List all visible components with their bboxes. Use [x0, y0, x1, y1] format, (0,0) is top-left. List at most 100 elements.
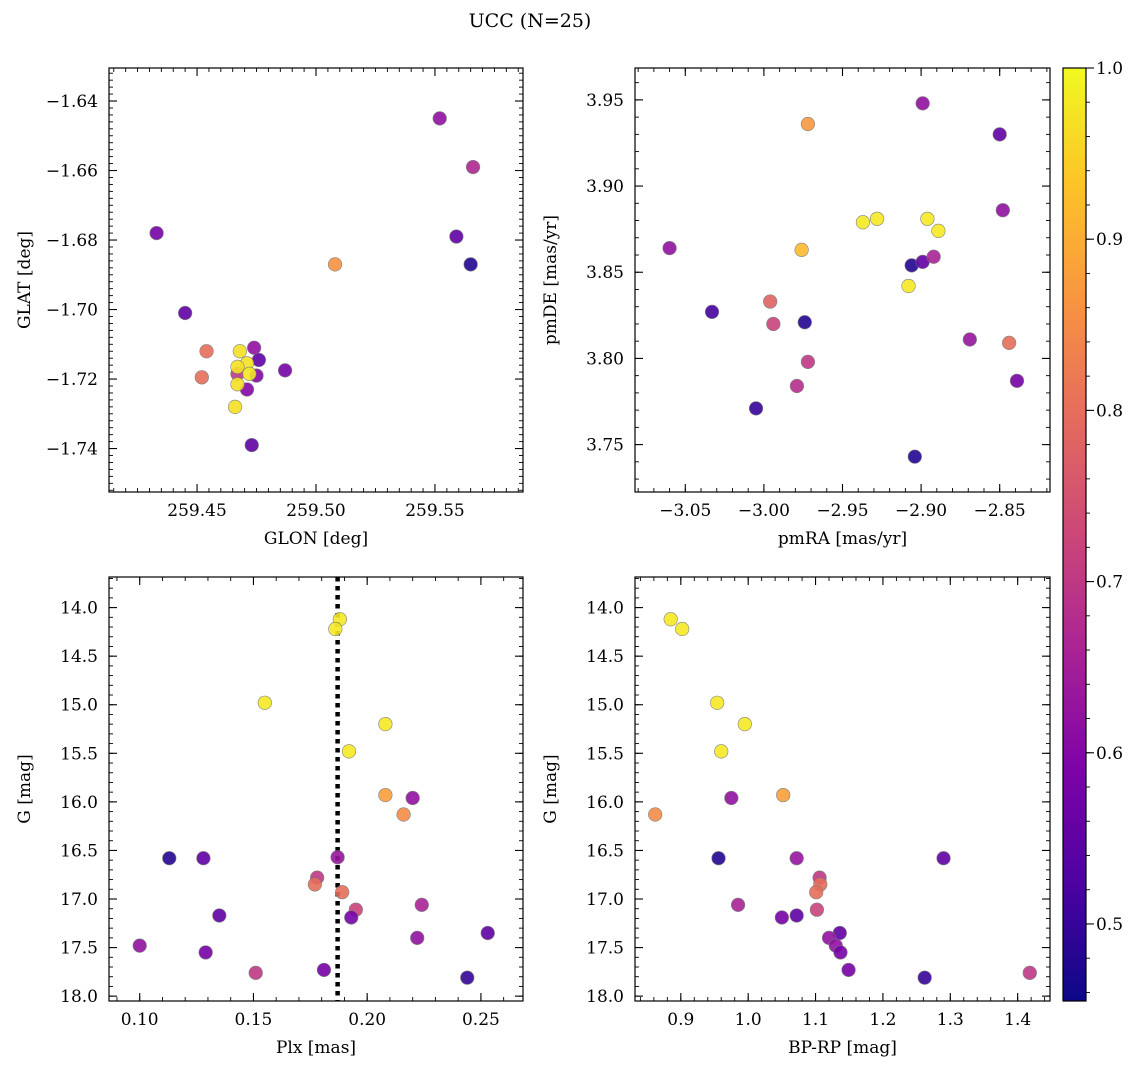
scatter-point — [228, 399, 243, 414]
y-tick-label: −1.72 — [46, 370, 98, 390]
colorbar: 0.5 0.6 0.7 0.8 0.9 1.0 — [1062, 59, 1123, 1002]
scatter-point — [833, 945, 848, 960]
scatter-point — [307, 877, 322, 892]
scatter-point — [178, 305, 193, 321]
scatter-point — [132, 938, 147, 953]
colorbar-tick-label: 0.6 — [1096, 744, 1123, 764]
x-tick-label: −2.85 — [974, 501, 1026, 521]
y-tick-label: −1.70 — [46, 301, 98, 321]
x-tick-label: 259.45 — [167, 501, 226, 521]
scatter-point — [1022, 965, 1037, 980]
y-tick-label: 17.5 — [586, 939, 624, 959]
y-tick-label: 16.0 — [60, 793, 98, 813]
scatter-point — [995, 203, 1010, 218]
x-tick-label: −2.95 — [816, 501, 868, 521]
y-tick-label: 16.5 — [60, 841, 98, 861]
scatter-point — [907, 449, 922, 464]
scatter-point — [841, 962, 856, 978]
x-tick-label: 0.25 — [462, 1010, 500, 1030]
scatter-point — [341, 744, 357, 759]
scatter-point — [724, 790, 739, 806]
scatter-point — [794, 242, 809, 257]
panel-bprp-g: 0.9 1.0 1.1 1.2 1.3 1.4 14.0 14.5 15.0 15.5 16.0 16… — [541, 576, 1051, 1058]
y-tick-label: 17.0 — [60, 890, 98, 910]
scatter-point — [212, 908, 227, 923]
scatter-point — [230, 377, 245, 392]
scatter-point — [247, 340, 262, 355]
y-axis-label: G [mag] — [15, 754, 35, 823]
y-tick-label: 18.0 — [60, 987, 98, 1007]
scatter-point — [198, 945, 213, 960]
axes-frame — [108, 67, 524, 493]
x-axis-label: GLON [deg] — [264, 529, 368, 549]
y-tick-label: 16.0 — [586, 793, 624, 813]
y-tick-label: 18.0 — [586, 987, 624, 1007]
colorbar-gradient — [1063, 68, 1086, 1001]
panel-pmra-pmde: −3.05 −3.00 −2.95 −2.90 −2.85 3.75 3.80 3.85 3.9… — [541, 67, 1051, 549]
scatter-point — [648, 807, 663, 822]
y-tick-label: 15.5 — [586, 744, 624, 764]
scatter-point — [328, 621, 343, 637]
scatter-point — [199, 344, 214, 359]
y-tick-label: 15.0 — [60, 696, 98, 716]
scatter-point — [901, 278, 916, 294]
scatter-point — [405, 790, 420, 806]
scatter-point — [789, 851, 804, 866]
scatter-point — [432, 111, 447, 126]
y-tick-label: 14.5 — [586, 647, 624, 667]
x-tick-label: 1.3 — [937, 1010, 964, 1030]
scatter-point — [251, 352, 266, 368]
scatter-point — [230, 359, 245, 374]
scatter-point — [776, 787, 791, 803]
scatter-point — [378, 717, 393, 732]
colorbar-tick-label: 0.9 — [1096, 230, 1123, 250]
scatter-point — [855, 215, 871, 230]
scatter-point — [410, 930, 425, 945]
colorbar-tick-label: 0.5 — [1096, 915, 1123, 935]
panel-glon-glat: 259.45 259.50 259.55 −1.74 −1.72 −1.70 −1.68 −1… — [15, 67, 524, 549]
x-tick-label: 259.55 — [405, 501, 464, 521]
scatter-point — [378, 787, 393, 803]
scatter-point — [194, 370, 209, 385]
scatter-point — [809, 885, 824, 900]
y-tick-label: 14.0 — [586, 599, 624, 619]
scatter-point — [704, 304, 720, 319]
scatter-point — [774, 910, 789, 925]
x-tick-label: 259.50 — [286, 501, 345, 521]
scatter-point — [730, 897, 746, 912]
scatter-point — [789, 908, 804, 923]
panel-plx-g: 0.10 0.15 0.20 0.25 14.0 14.5 15.0 15.5 16.0 16.5… — [15, 576, 524, 1058]
scatter-point — [149, 225, 164, 241]
x-tick-label: 0.20 — [348, 1010, 386, 1030]
x-tick-label: 0.15 — [235, 1010, 273, 1030]
scatter-point — [414, 897, 429, 912]
y-tick-label: 17.0 — [586, 890, 624, 910]
scatter-point — [675, 621, 690, 637]
y-tick-label: 15.5 — [60, 744, 98, 764]
y-tick-label: −1.68 — [46, 231, 98, 251]
scatter-point — [465, 159, 481, 175]
scatter-point — [936, 851, 951, 866]
colorbar-tick-label: 0.7 — [1096, 573, 1123, 593]
scatter-point — [1009, 373, 1025, 388]
y-tick-label: 3.75 — [586, 436, 624, 456]
scatter-point — [344, 910, 359, 925]
y-tick-label: 14.0 — [60, 599, 98, 619]
x-axis-label: BP-RP [mag] — [788, 1038, 897, 1058]
scatter-point — [766, 316, 781, 332]
x-tick-label: 1.4 — [1004, 1010, 1031, 1030]
scatter-point — [737, 717, 752, 732]
y-tick-label: 3.90 — [586, 177, 624, 197]
x-tick-label: −3.05 — [659, 501, 711, 521]
y-tick-label: −1.74 — [46, 440, 98, 460]
x-tick-label: 0.9 — [667, 1010, 694, 1030]
scatter-point — [789, 378, 805, 394]
y-tick-label: 3.95 — [586, 91, 624, 111]
y-axis-label: pmDE [mas/yr] — [541, 215, 561, 345]
x-tick-label: 1.2 — [869, 1010, 896, 1030]
scatter-point — [710, 695, 725, 710]
scatter-point — [196, 851, 211, 866]
scatter-point — [869, 211, 885, 226]
scatter-point — [242, 366, 257, 381]
